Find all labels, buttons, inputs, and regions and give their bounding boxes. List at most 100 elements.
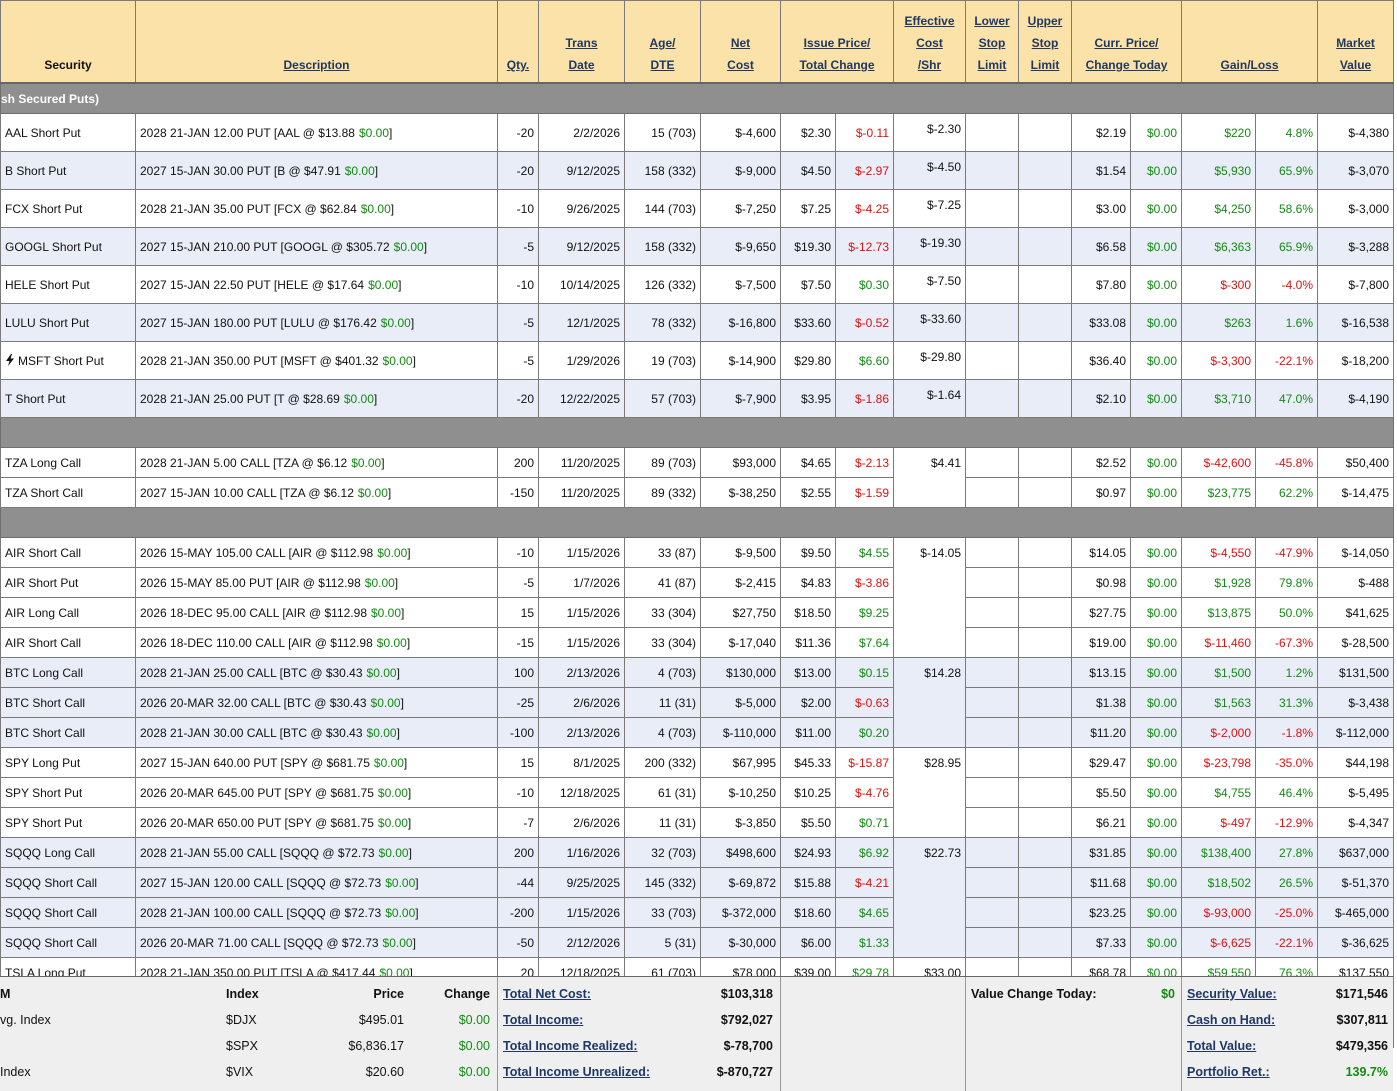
- change-today: $0.00: [1129, 567, 1183, 598]
- change-today: $0.00: [1129, 151, 1183, 190]
- upper-stop: [1018, 627, 1072, 658]
- gain-loss: $-11,460: [1181, 627, 1257, 658]
- gain-loss-pct: -45.8%: [1255, 447, 1319, 478]
- lower-stop: [965, 597, 1019, 628]
- upper-stop: [1018, 151, 1072, 190]
- bracket: ]: [373, 391, 378, 406]
- issue-price: $2.55: [780, 477, 836, 508]
- security: SPY Short Put: [0, 807, 136, 838]
- header-line: Gain/Loss: [1220, 58, 1279, 72]
- net-cost: $130,000: [700, 657, 781, 688]
- security: TZA Long Call: [0, 447, 136, 478]
- underlying-change: $0.00: [377, 545, 408, 560]
- upper-stop: [1018, 807, 1072, 838]
- index-symbol: $SPX: [226, 1039, 258, 1053]
- qty: -100: [497, 717, 539, 748]
- bracket: ]: [407, 545, 411, 560]
- effective-cost: $-7.50: [893, 265, 966, 304]
- lower-stop: [965, 341, 1019, 380]
- market-value: $-4,380: [1317, 113, 1395, 152]
- total-label: Total Income Unrealized:: [503, 1065, 651, 1079]
- gain-loss: $1,500: [1181, 657, 1257, 688]
- gain-loss: $4,755: [1181, 777, 1257, 808]
- underlying-change: $0.00: [357, 485, 388, 500]
- qty: -150: [497, 477, 539, 508]
- security: HELE Short Put: [0, 265, 136, 304]
- trans-date: 1/7/2026: [538, 567, 625, 598]
- net-cost: $-9,000: [700, 151, 781, 190]
- market-value: $50,400: [1317, 447, 1395, 478]
- upper-stop: [1018, 927, 1072, 958]
- value-change-label: Value Change Today:: [971, 987, 1097, 1001]
- current-price: $2.10: [1071, 379, 1131, 418]
- lower-stop: [965, 477, 1019, 508]
- index-change: $0.00: [458, 1013, 490, 1027]
- age-dte: 57 (703): [624, 379, 701, 418]
- bracket: ]: [403, 755, 408, 770]
- qty: -5: [497, 303, 539, 342]
- qty: 200: [497, 447, 539, 478]
- market-value: $-7,800: [1317, 265, 1395, 304]
- net-cost: $-7,500: [700, 265, 781, 304]
- qty: -10: [497, 777, 539, 808]
- option-desc: 2026 15-MAY 85.00 PUT [AIR @ $112.98: [140, 575, 361, 590]
- age-dte: 4 (703): [624, 717, 701, 748]
- gain-loss-pct: -4.0%: [1255, 265, 1319, 304]
- header-line: Total Change: [799, 58, 875, 72]
- security: LULU Short Put: [0, 303, 136, 342]
- qty: -5: [497, 341, 539, 380]
- underlying-change: $0.00: [376, 635, 407, 650]
- upper-stop: [1018, 379, 1072, 418]
- header-line: Net: [730, 36, 751, 50]
- qty: 200: [497, 837, 539, 868]
- upper-stop: [1018, 189, 1072, 228]
- position-row: MSFT Short Put 2028 21-JAN 350.00 PUT [MS…: [0, 341, 1395, 380]
- issue-price: $6.00: [780, 927, 836, 958]
- lower-stop: [965, 807, 1019, 838]
- index-price: $6,836.17: [348, 1039, 404, 1053]
- trans-date: 1/16/2026: [538, 837, 625, 868]
- header-line: Security: [44, 58, 92, 72]
- security: SQQQ Short Call: [0, 897, 136, 928]
- net-cost: $-9,650: [700, 227, 781, 266]
- portfolio-value: $307,811: [1336, 1013, 1388, 1027]
- option-desc: 2026 20-MAR 650.00 PUT [SPY @ $681.75: [140, 815, 374, 830]
- trans-date: 8/1/2025: [538, 747, 625, 778]
- option-desc: 2026 20-MAR 645.00 PUT [SPY @ $681.75: [140, 785, 374, 800]
- gain-loss-pct: 79.8%: [1255, 567, 1319, 598]
- gain-loss-pct: 1.2%: [1255, 657, 1319, 688]
- qty: -15: [497, 627, 539, 658]
- total-value: $-78,700: [723, 1039, 773, 1053]
- gain-loss: $-497: [1181, 807, 1257, 838]
- issue-price: $7.50: [780, 265, 836, 304]
- position-row: BTC Long Call 2028 21-JAN 25.00 CALL [BTC…: [0, 657, 1395, 748]
- lower-stop: [965, 747, 1019, 778]
- upper-stop: [1018, 717, 1072, 748]
- security: SQQQ Short Call: [0, 927, 136, 958]
- qty: -5: [497, 227, 539, 266]
- upper-stop: [1018, 657, 1072, 688]
- position-row: SQQQ Short Call 2028 21-JAN 100.00 CALL […: [0, 897, 1395, 928]
- option-desc: 2027 15-JAN 22.50 PUT [HELE @ $17.64: [140, 277, 365, 292]
- description: 2027 15-JAN 10.00 CALL [TZA @ $6.12 $0.00…: [135, 477, 498, 508]
- current-price: $14.05: [1071, 537, 1131, 568]
- option-desc: 2027 15-JAN 210.00 PUT [GOOGL @ $305.72: [140, 239, 390, 254]
- issue-price: $18.50: [780, 597, 836, 628]
- section-row: sh Secured Puts): [0, 82, 1395, 114]
- header-line: Value: [1339, 58, 1372, 72]
- index-price: $495.01: [358, 1013, 404, 1027]
- header-line: Market: [1336, 36, 1375, 50]
- issue-price: $11.36: [780, 627, 836, 658]
- description: 2028 21-JAN 30.00 CALL [BTC @ $30.43 $0.0…: [135, 717, 498, 748]
- change-today: $0.00: [1129, 477, 1183, 508]
- security: SQQQ Short Call: [0, 867, 136, 898]
- position-row: T Short Put 2028 21-JAN 25.00 PUT [T @ $2…: [0, 379, 1395, 418]
- trans-date: 12/22/2025: [538, 379, 625, 418]
- age-dte: 144 (703): [624, 189, 701, 228]
- age-dte: 200 (332): [624, 747, 701, 778]
- gain-loss-pct: 50.0%: [1255, 597, 1319, 628]
- market-value: $-51,370: [1317, 867, 1395, 898]
- bracket: ]: [412, 353, 416, 368]
- market-value: $-112,000: [1317, 717, 1395, 748]
- header-line: Description: [283, 58, 350, 72]
